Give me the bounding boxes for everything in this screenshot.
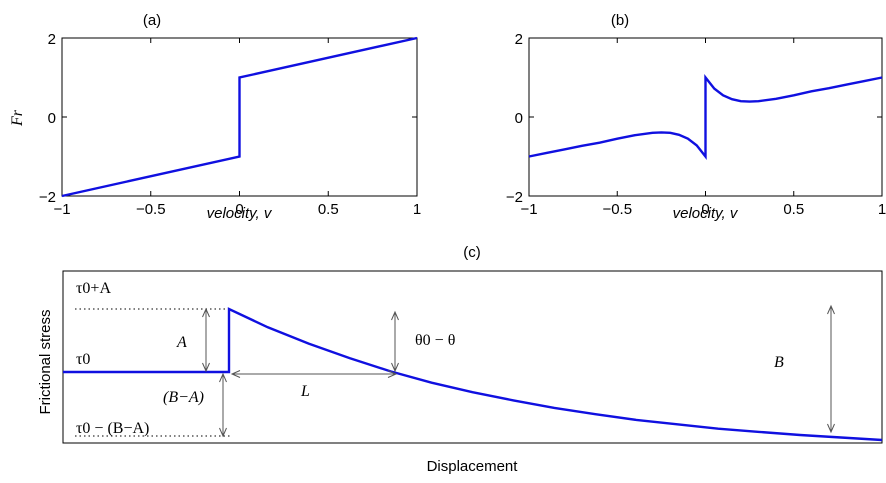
panel-b-xtick-label: 1 [878, 201, 886, 218]
panel-c-frame [62, 270, 883, 444]
theta-arrow [391, 310, 399, 373]
panel-a-xtick-label: 0 [235, 201, 243, 218]
panel-a-label: (a) [143, 12, 161, 29]
panel-c-label: (c) [463, 244, 481, 261]
a-annotation: A [176, 334, 187, 351]
panel-b-xtick-label: 0.5 [783, 201, 804, 218]
panel-b-xtick-label: −0.5 [602, 201, 632, 218]
panel-a-xtick-label: −1 [53, 201, 70, 218]
panel-c-xlabel: Displacement [427, 458, 519, 475]
panel-a-xtick-label: 1 [413, 201, 421, 218]
panel-a-ylabel: Fr [9, 109, 26, 127]
b-minus-a-annotation: (B−A) [163, 389, 204, 406]
l-annotation: L [300, 383, 310, 400]
a-arrow [202, 307, 210, 373]
panel-b-label: (b) [611, 12, 629, 29]
b-annotation: B [774, 354, 784, 371]
panel-a-xtick-label: 0.5 [318, 201, 339, 218]
panel-a-ytick-label: 2 [48, 31, 56, 48]
panel-a-series-line [61, 36, 418, 198]
b-minus-a-arrow [219, 372, 227, 438]
panel-a-xlabel: velocity, v [207, 205, 273, 222]
panel-b-xtick-label: 0 [701, 201, 709, 218]
panel-b-series-line [528, 74, 883, 160]
tau0-annotation: τ0 [76, 351, 90, 368]
panel-a: (a) −2 0 2 −1 −0.5 0 0.5 1 velocity, v Fr [9, 12, 421, 222]
tau-plus-a-annotation: τ0+A [76, 280, 111, 297]
theta-annotation: θ0 − θ [415, 332, 455, 349]
panel-c: (c) Displacement Frictional stress τ0+A … [37, 244, 883, 475]
panel-b: (b) −2 0 2 −1 −0.5 0 0.5 1 velocity, v [506, 12, 886, 222]
tau-minus-annotation: τ0 − (B−A) [76, 420, 149, 437]
panel-b-xlabel: velocity, v [673, 205, 739, 222]
l-arrow [230, 370, 398, 378]
panel-a-ytick-label: −2 [39, 189, 56, 206]
panel-b-ytick-label: 0 [515, 110, 523, 127]
panel-c-series-line [63, 307, 883, 442]
panel-c-ylabel: Frictional stress [37, 309, 54, 414]
panel-b-xtick-label: −1 [520, 201, 537, 218]
panel-b-ytick-label: −2 [506, 189, 523, 206]
panel-a-xtick-label: −0.5 [136, 201, 166, 218]
panel-b-ytick-label: 2 [515, 31, 523, 48]
panel-a-ytick-label: 0 [48, 110, 56, 127]
b-arrow [827, 304, 835, 434]
